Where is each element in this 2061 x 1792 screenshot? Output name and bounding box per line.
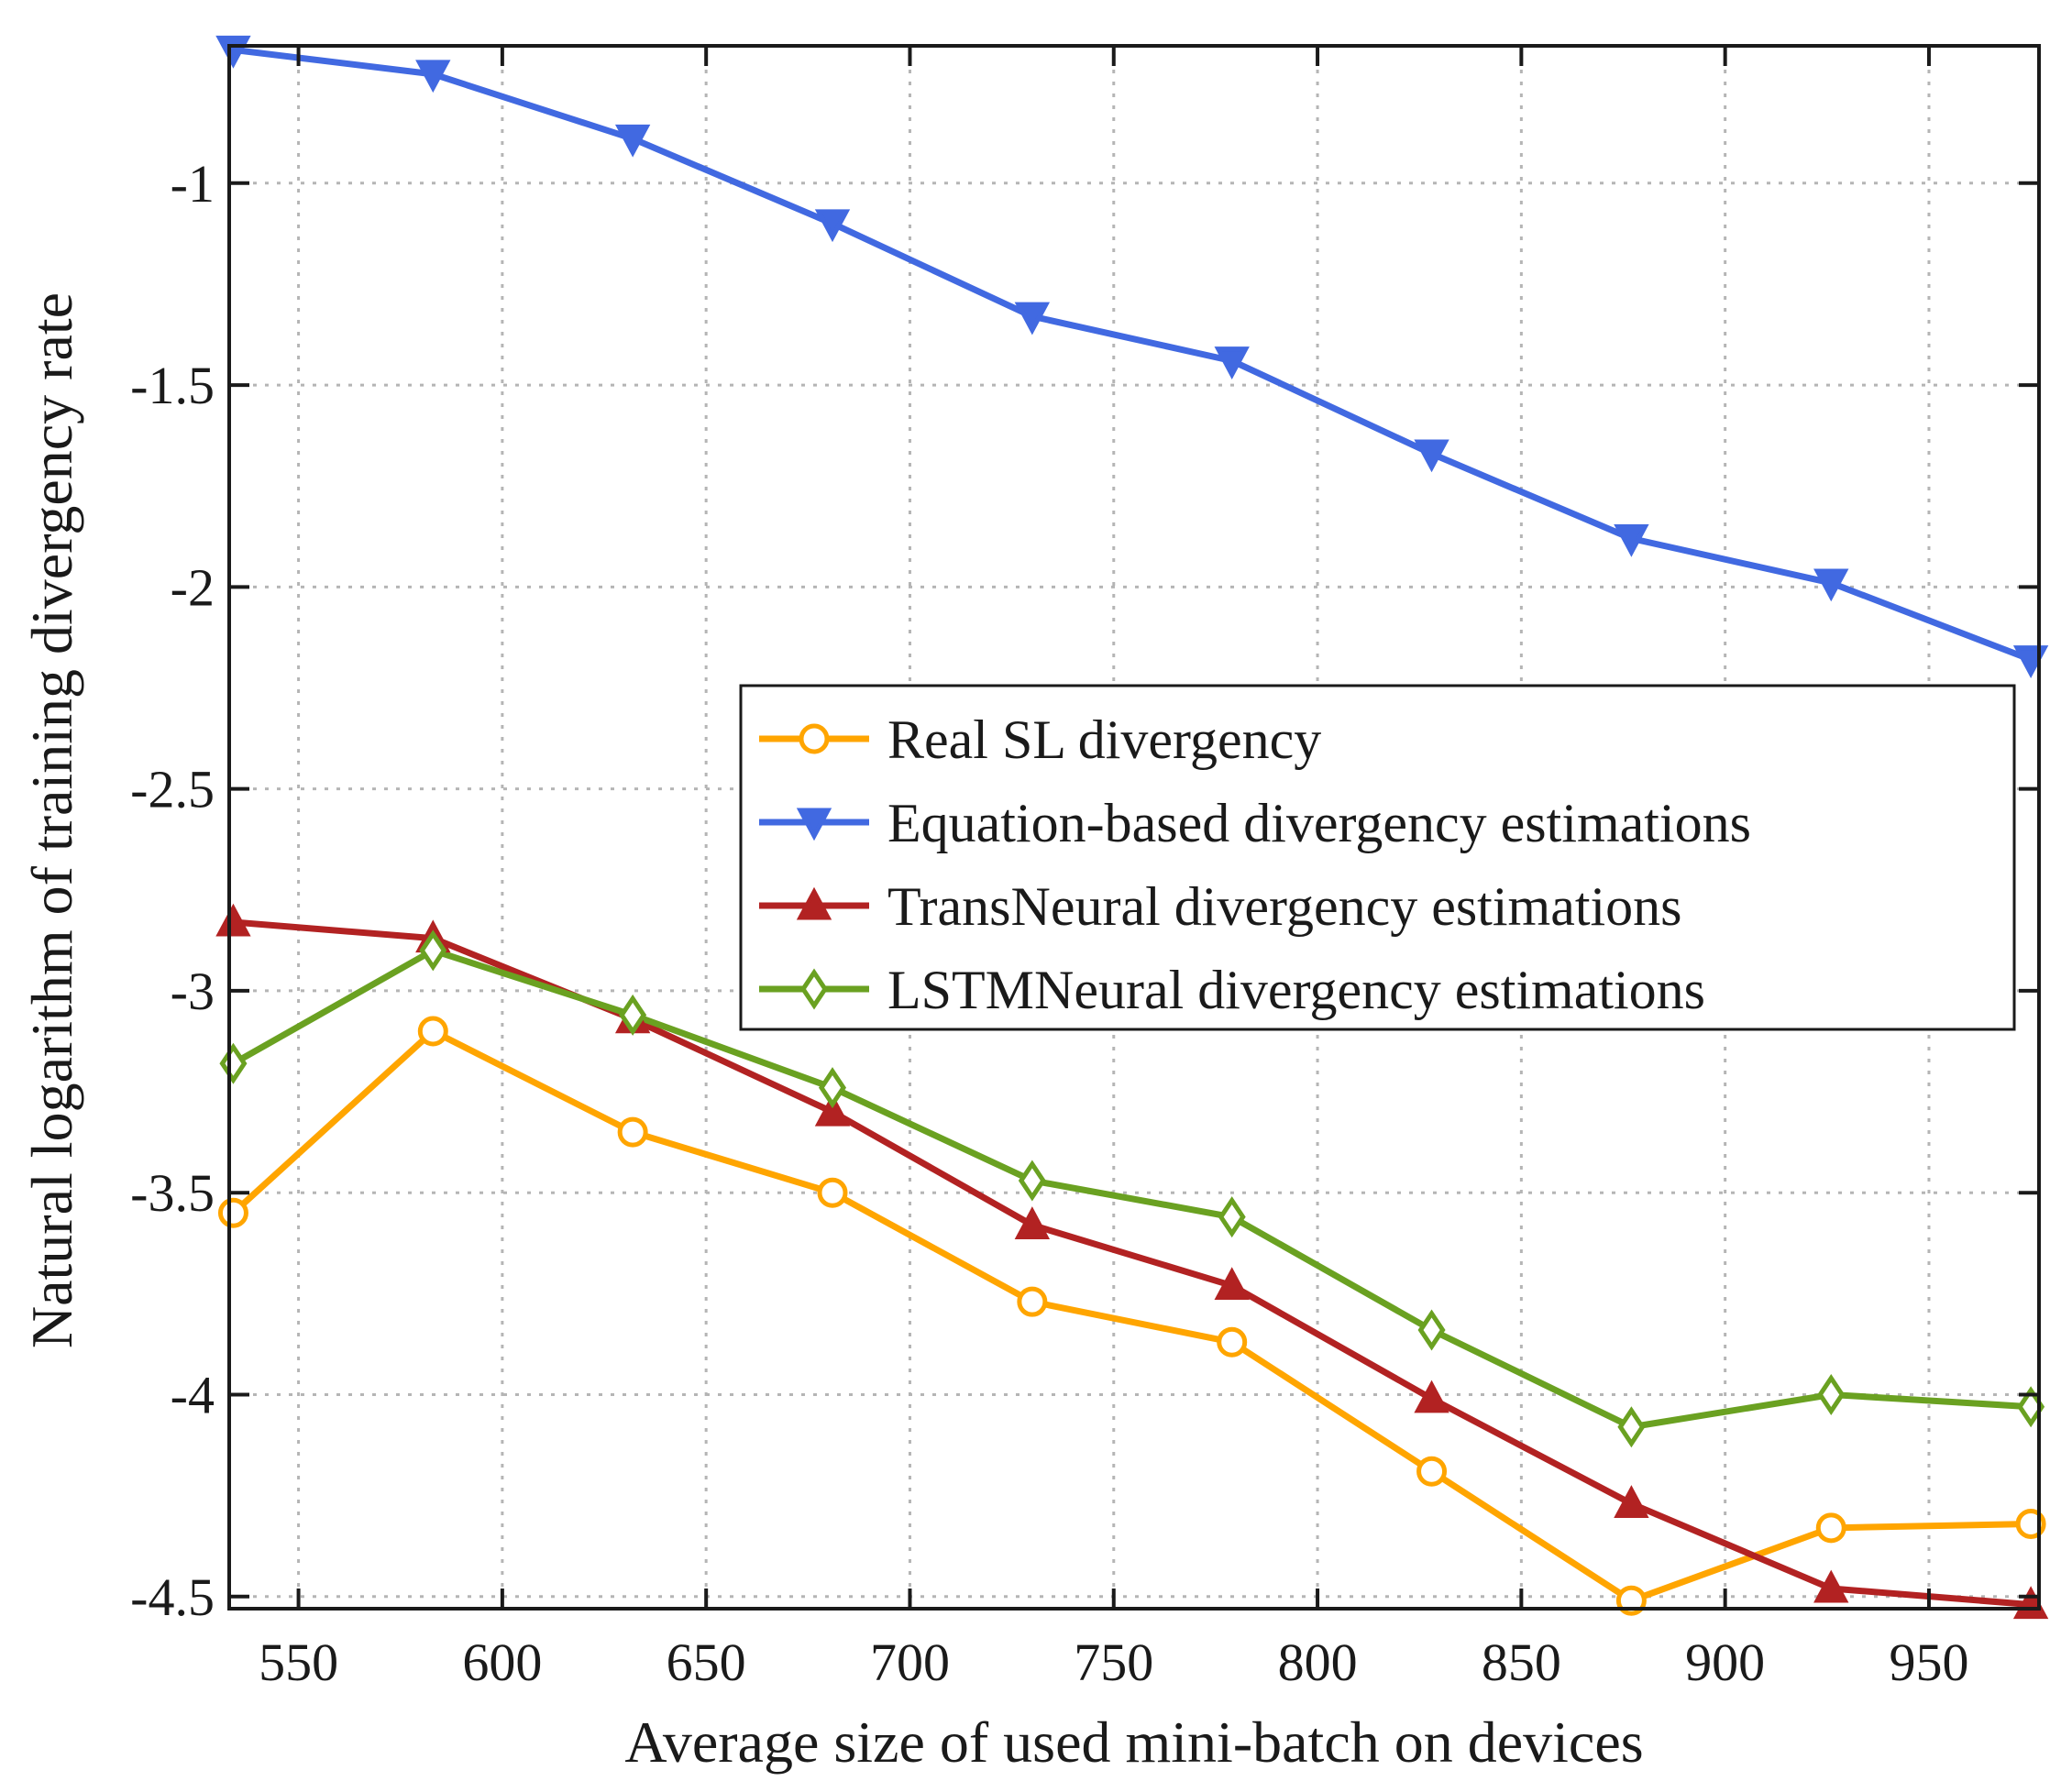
legend-marker-1	[799, 723, 830, 754]
legend-marker-2	[796, 808, 832, 841]
x-tick-labels: 550 600 650 700 750 800 850 900 950	[259, 1633, 1968, 1692]
data-point-s3-8	[1614, 1485, 1649, 1518]
data-point-s1-6	[1217, 1326, 1248, 1358]
x-axis-title: Average size of used mini-batch on devic…	[624, 1710, 1643, 1775]
series-line-3	[233, 918, 2032, 1609]
legend-box	[739, 684, 2016, 1031]
data-point-s2-7	[1414, 439, 1449, 473]
plot-frame	[227, 44, 2041, 1611]
axis-ticks	[229, 46, 2039, 1609]
data-point-s2-2	[415, 60, 451, 93]
series-line-1	[231, 1028, 2032, 1604]
data-point-s4-4	[818, 1067, 847, 1109]
x-tick-label: 550	[259, 1633, 338, 1692]
data-point-s3-9	[1813, 1569, 1849, 1603]
legend-marker-4	[799, 968, 829, 1010]
data-point-s1-2	[417, 1016, 448, 1047]
data-point-s2-5	[1014, 302, 1051, 335]
data-point-s3-5	[1014, 1206, 1051, 1239]
data-point-s3-6	[1214, 1267, 1250, 1301]
data-point-s3-1	[215, 903, 251, 937]
y-tick-label: -3	[171, 962, 215, 1021]
y-tick-label: -3.5	[130, 1163, 215, 1223]
legend-label-4: LSTMNeural divergency estimations	[887, 960, 1705, 1020]
y-tick-label: -2.5	[130, 760, 215, 819]
data-point-s4-8	[1617, 1406, 1646, 1448]
x-tick-label: 700	[870, 1633, 950, 1692]
data-point-s4-5	[1018, 1160, 1046, 1202]
data-point-s1-4	[817, 1177, 848, 1208]
data-point-s1-9	[1815, 1512, 1846, 1544]
data-point-s4-7	[1417, 1309, 1446, 1351]
legend-marker-3	[796, 886, 832, 920]
data-point-s1-7	[1416, 1456, 1448, 1487]
series-line-2	[233, 46, 2033, 663]
data-point-s2-6	[1214, 346, 1250, 379]
y-tick-label: -1	[171, 154, 215, 214]
y-tick-label: -1.5	[130, 356, 215, 415]
x-tick-label: 650	[667, 1633, 746, 1692]
y-tick-label: -4	[171, 1365, 215, 1424]
x-tick-label: 750	[1074, 1633, 1153, 1692]
x-tick-label: 950	[1889, 1633, 1968, 1692]
legend-entries: Real SL divergency Equation-based diverge…	[759, 709, 1751, 1020]
legend: Real SL divergency Equation-based diverge…	[739, 684, 2016, 1031]
data-point-s4-3	[619, 994, 647, 1036]
x-tick-label: 800	[1278, 1633, 1358, 1692]
series-lines	[231, 46, 2033, 1609]
x-tick-label: 600	[462, 1633, 542, 1692]
y-tick-label: -4.5	[130, 1567, 215, 1627]
legend-label-3: TransNeural divergency estimations	[887, 876, 1682, 937]
data-point-s4-9	[1817, 1373, 1846, 1416]
data-point-s2-8	[1614, 523, 1649, 557]
series-line-4	[231, 947, 2032, 1431]
legend-label-2: Equation-based divergency estimations	[887, 793, 1751, 853]
y-axis-title: Natural logarithm of training divergency…	[19, 292, 84, 1348]
y-tick-label: -2	[171, 557, 215, 617]
legend-label-1: Real SL divergency	[887, 709, 1321, 770]
x-tick-label: 900	[1685, 1633, 1765, 1692]
data-point-s4-2	[419, 929, 447, 972]
data-point-s2-3	[614, 124, 651, 158]
data-point-s1-5	[1017, 1286, 1048, 1317]
data-point-s4-6	[1218, 1196, 1246, 1238]
data-point-s1-3	[617, 1116, 648, 1148]
data-point-s1-1	[217, 1197, 248, 1228]
data-point-s3-7	[1414, 1380, 1449, 1413]
data-point-s2-9	[1813, 568, 1849, 602]
y-tick-labels: -1 -1.5 -2 -2.5 -3 -3.5 -4 -4.5	[130, 154, 215, 1627]
data-point-s2-4	[814, 209, 851, 243]
data-point-s3-4	[814, 1093, 851, 1127]
grid	[229, 46, 2039, 1609]
x-tick-label: 850	[1482, 1633, 1561, 1692]
series-markers	[215, 35, 2049, 1620]
